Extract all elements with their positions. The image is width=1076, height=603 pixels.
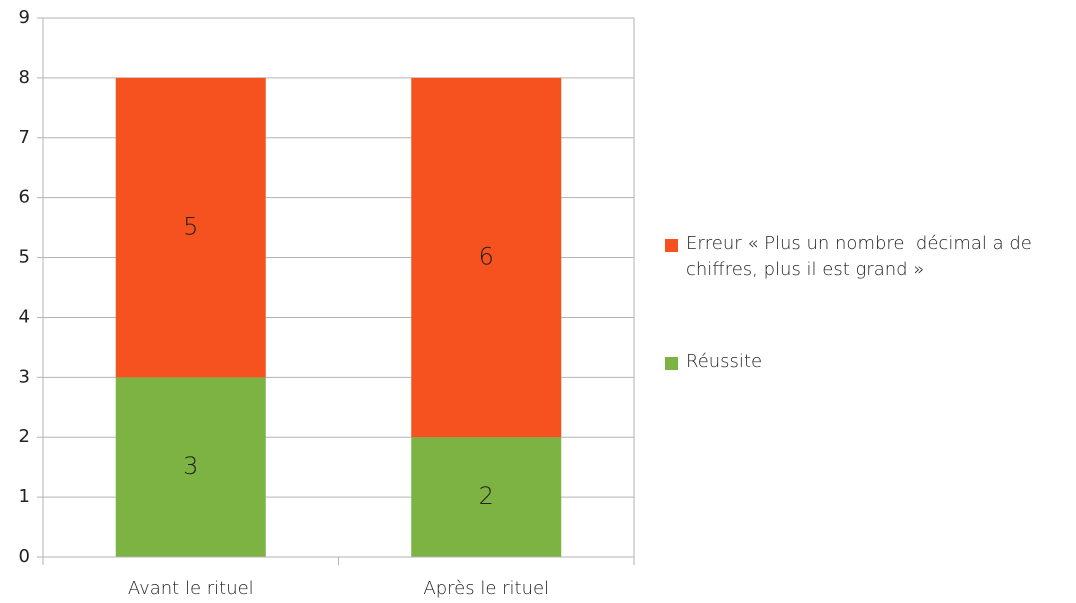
x-tick-label: Avant le rituel [128, 578, 254, 599]
y-tick-label: 9 [19, 7, 30, 28]
bar-segment [411, 437, 562, 557]
legend-label: Erreur « Plus un nombre décimal a de chi… [686, 233, 1038, 280]
legend-swatch [665, 239, 678, 252]
legend-swatch [665, 357, 678, 370]
y-tick-label: 0 [19, 546, 30, 567]
bar-segment [115, 77, 266, 378]
y-tick-label: 5 [19, 247, 30, 268]
bar-segment [115, 377, 266, 557]
y-tick-label: 7 [19, 127, 30, 148]
y-tick-label: 2 [19, 426, 30, 447]
y-tick-label: 6 [19, 187, 30, 208]
bar-segment [411, 77, 562, 438]
legend-label: Réussite [686, 351, 763, 372]
data-label: 3 [183, 452, 198, 480]
y-tick-label: 4 [19, 306, 30, 327]
y-tick-label: 1 [19, 486, 30, 507]
y-tick-label: 8 [19, 67, 30, 88]
y-tick-label: 3 [19, 366, 30, 387]
data-label: 5 [183, 213, 198, 241]
data-label: 6 [479, 243, 494, 271]
x-tick-label: Après le rituel [423, 578, 549, 599]
data-label: 2 [479, 482, 494, 510]
